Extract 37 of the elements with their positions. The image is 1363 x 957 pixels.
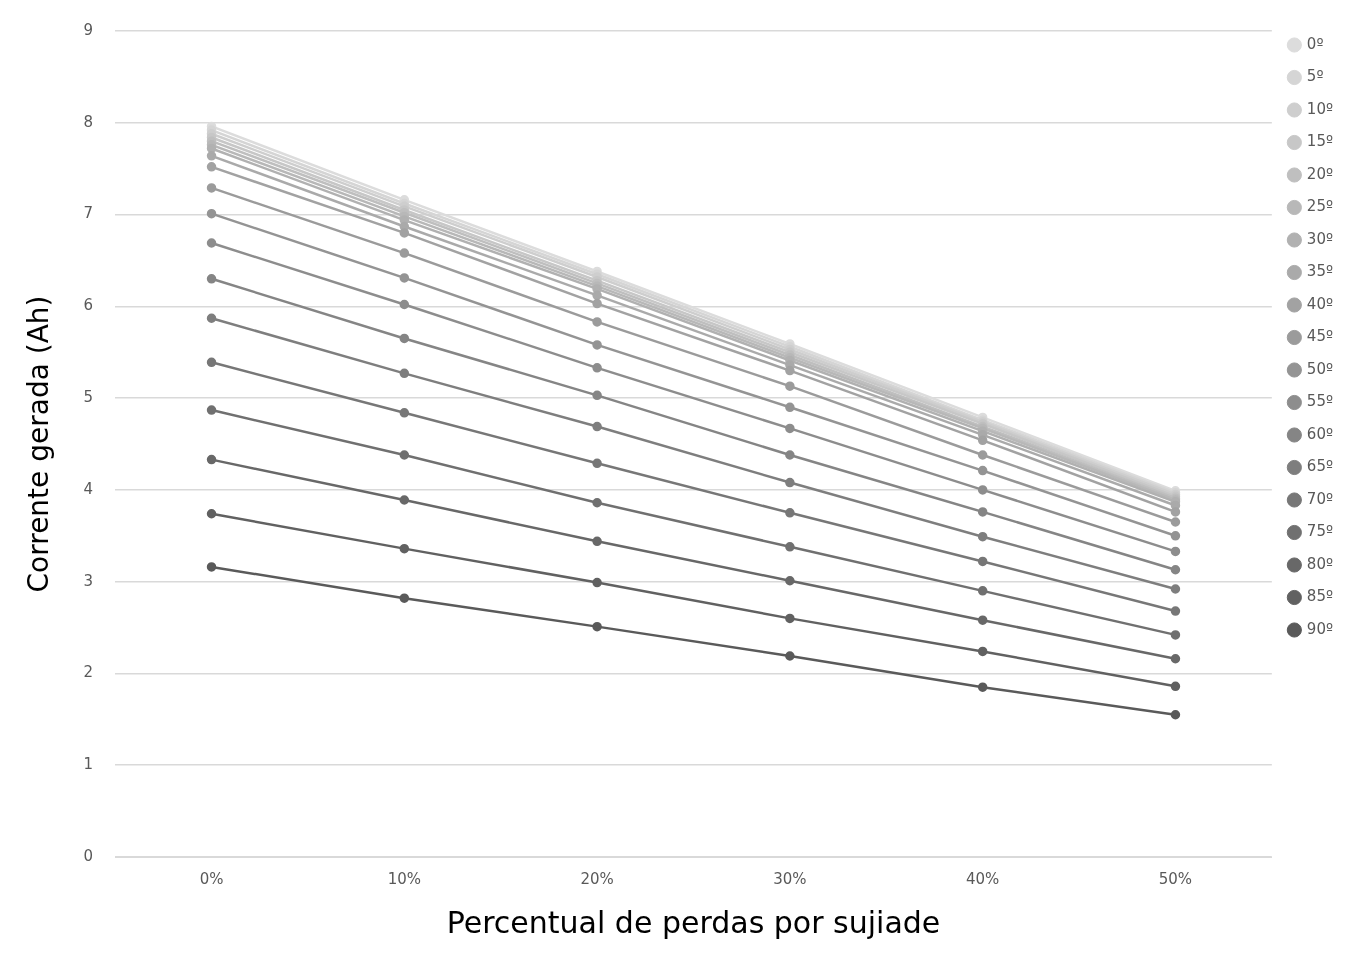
legend-label: 10º [1306, 99, 1333, 118]
y-tick-label: 6 [83, 296, 94, 315]
legend-label: 40º [1306, 294, 1333, 313]
legend-label: 85º [1306, 587, 1333, 606]
legend-label: 70º [1306, 489, 1333, 508]
legend-label: 45º [1306, 327, 1333, 346]
y-tick-label: 9 [83, 20, 94, 39]
x-axis-title: Percentual de perdas por sujiade [446, 904, 941, 940]
y-tick-label: 2 [83, 663, 94, 682]
y-axis-title: Corrente gerada (Ah) [22, 295, 56, 593]
legend-label: 55º [1306, 392, 1333, 411]
x-tick-label: 50% [1158, 869, 1193, 888]
legend-label: 60º [1306, 424, 1333, 443]
legend-label: 75º [1306, 522, 1333, 541]
legend-label: 35º [1306, 262, 1333, 281]
legend-label: 15º [1306, 132, 1333, 151]
y-tick-label: 8 [83, 112, 94, 131]
legend-label: 20º [1306, 164, 1333, 183]
x-tick-label: 20% [580, 869, 614, 888]
legend-label: 5º [1306, 67, 1324, 86]
legend-label: 90º [1306, 619, 1333, 638]
y-tick-label: 7 [83, 204, 94, 223]
legend-label: 25º [1306, 197, 1333, 216]
legend-label: 50º [1306, 359, 1333, 378]
x-tick-label: 10% [387, 869, 421, 888]
y-tick-label: 0 [83, 846, 94, 865]
y-tick-label: 4 [83, 479, 94, 498]
legend-label: 30º [1306, 229, 1333, 248]
x-tick-label: 40% [966, 869, 1000, 888]
y-tick-label: 1 [83, 755, 94, 774]
legend-label: 80º [1306, 554, 1333, 573]
x-tick-label: 30% [773, 869, 807, 888]
y-tick-label: 5 [83, 388, 94, 406]
legend-label: 65º [1306, 457, 1333, 476]
y-tick-label: 3 [83, 571, 94, 590]
legend-label: 0º [1306, 34, 1324, 53]
x-tick-label: 0% [199, 869, 224, 888]
